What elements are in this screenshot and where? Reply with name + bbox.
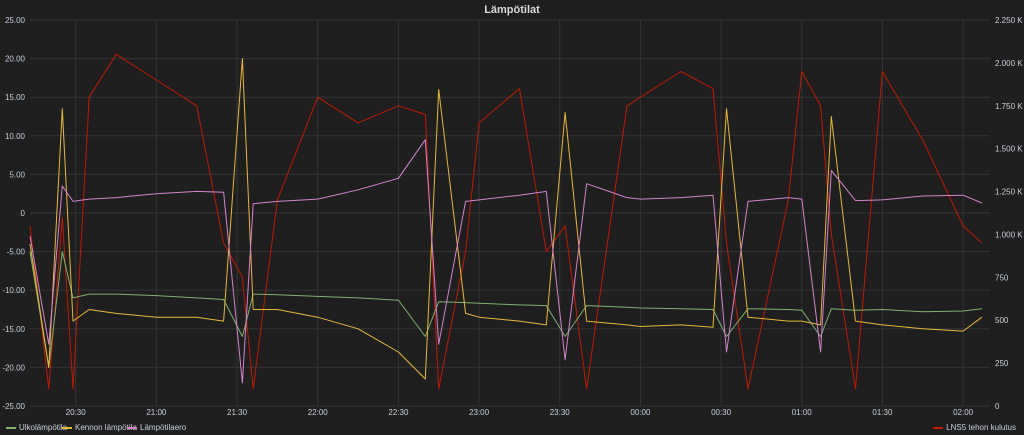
y-right-tick-label: 500 [995,316,1009,325]
y-right-tick-label: 250 [995,359,1009,368]
x-tick-label: 01:00 [792,408,813,417]
legend-swatch-ero [127,426,137,429]
legend-item-lns5[interactable]: LNS5 tehon kulutus [933,423,1016,432]
y-right-tick-label: 1.250 K [995,188,1023,197]
legend-item-ero[interactable]: Lämpötilaero [127,423,186,432]
legend-label-ulko: Ulkolämpötila [19,423,68,432]
legend-item-kenno[interactable]: Kennon lämpötila [62,423,137,432]
legend-label-lns5: LNS5 tehon kulutus [946,423,1016,432]
series-line-2 [29,139,983,384]
series-line-0 [29,251,982,368]
x-tick-label: 00:00 [630,408,651,417]
legend-label-ero: Lämpötilaero [140,423,187,432]
y-right-tick-label: 750 [995,273,1009,282]
x-tick-label: 01:30 [872,408,893,417]
y-right-tick-label: 2.000 K [995,59,1023,68]
y-left-tick-label: -25.00 [2,402,25,411]
legend-item-ulko[interactable]: Ulkolämpötila [6,423,67,432]
y-right-tick-label: 2.250 K [995,16,1023,25]
series-line-1 [29,58,983,380]
chart-title: Lämpötilat [484,4,540,16]
y-right-tick-label: 0 [995,402,1000,411]
x-tick-label: 21:00 [146,408,167,417]
legend-label-kenno: Kennon lämpötila [75,423,137,432]
y-left-tick-label: -20.00 [2,363,25,372]
y-left-tick-label: 20.00 [5,55,26,64]
x-tick-label: 00:30 [711,408,732,417]
y-left-tick-label: -5.00 [7,248,26,257]
y-right-tick-label: 1.500 K [995,145,1023,154]
series-line-3 [29,53,983,390]
y-right-tick-label: 1.750 K [995,102,1023,111]
y-left-tick-label: -15.00 [2,325,25,334]
y-left-tick-label: 5.00 [9,170,25,179]
x-tick-label: 23:30 [550,408,571,417]
legend-swatch-ulko [6,426,16,429]
x-tick-label: 20:30 [66,408,87,417]
y-left-tick-label: 15.00 [5,93,26,102]
x-tick-label: 21:30 [227,408,248,417]
x-tick-label: 23:00 [469,408,490,417]
y-left-tick-label: -10.00 [2,286,25,295]
x-tick-label: 02:00 [953,408,974,417]
legend-swatch-kenno [62,426,72,429]
y-left-tick-label: 10.00 [5,132,26,141]
legend-swatch-lns5 [933,426,944,429]
x-tick-label: 22:00 [308,408,329,417]
x-tick-label: 22:30 [388,408,409,417]
y-left-tick-label: 25.00 [5,16,26,25]
y-right-tick-label: 1.000 K [995,230,1023,239]
y-left-tick-label: 0 [21,209,26,218]
